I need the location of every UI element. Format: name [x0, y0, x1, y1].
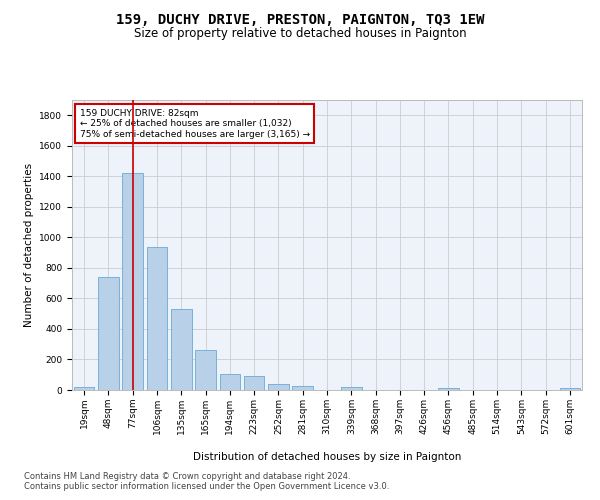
Y-axis label: Number of detached properties: Number of detached properties — [24, 163, 34, 327]
Text: 159, DUCHY DRIVE, PRESTON, PAIGNTON, TQ3 1EW: 159, DUCHY DRIVE, PRESTON, PAIGNTON, TQ3… — [116, 12, 484, 26]
Text: Distribution of detached houses by size in Paignton: Distribution of detached houses by size … — [193, 452, 461, 462]
Bar — [171, 309, 191, 390]
Bar — [244, 376, 265, 390]
Bar — [122, 174, 143, 390]
Text: Contains HM Land Registry data © Crown copyright and database right 2024.: Contains HM Land Registry data © Crown c… — [24, 472, 350, 481]
Text: Contains public sector information licensed under the Open Government Licence v3: Contains public sector information licen… — [24, 482, 389, 491]
Bar — [560, 388, 580, 390]
Bar — [268, 384, 289, 390]
Bar — [341, 388, 362, 390]
Bar — [292, 386, 313, 390]
Text: Size of property relative to detached houses in Paignton: Size of property relative to detached ho… — [134, 28, 466, 40]
Bar — [195, 350, 216, 390]
Bar — [98, 277, 119, 390]
Bar — [438, 388, 459, 390]
Bar — [74, 386, 94, 390]
Text: 159 DUCHY DRIVE: 82sqm
← 25% of detached houses are smaller (1,032)
75% of semi-: 159 DUCHY DRIVE: 82sqm ← 25% of detached… — [80, 108, 310, 138]
Bar — [220, 374, 240, 390]
Bar — [146, 248, 167, 390]
